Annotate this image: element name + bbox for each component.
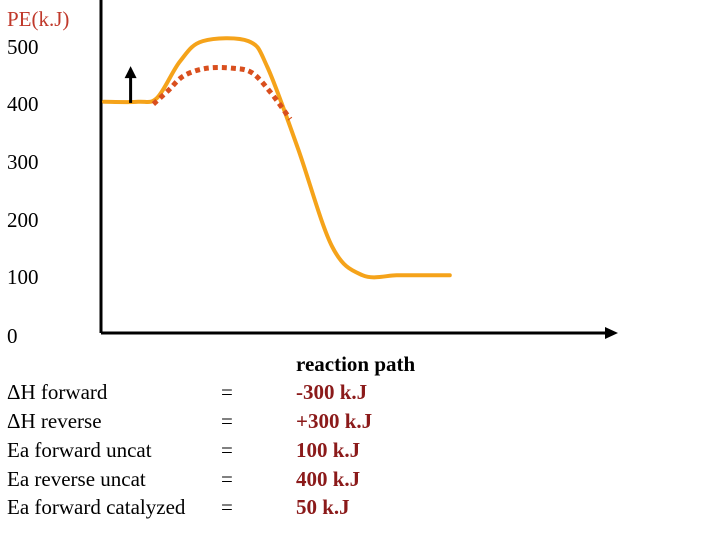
y-tick-100: 100 [7, 265, 39, 289]
y-axis-label: PE(k.J) [7, 7, 70, 31]
y-tick-300: 300 [7, 150, 39, 174]
y-tick-200: 200 [7, 208, 39, 232]
y-tick-400: 400 [7, 92, 39, 116]
ea-forward-catalyzed-equals: = [221, 495, 233, 519]
ea-reverse-uncat-equals: = [221, 467, 233, 491]
ea-forward-catalyzed-label: Ea forward catalyzed [7, 495, 186, 519]
dh-forward-equals: = [221, 380, 233, 404]
x-axis-arrowhead [605, 327, 618, 339]
energy-arrow [124, 66, 137, 103]
dh-reverse-value: +300 k.J [296, 409, 373, 433]
ea-forward-catalyzed-value: 50 k.J [296, 495, 350, 519]
ea-reverse-uncat-label: Ea reverse uncat [7, 467, 146, 491]
ea-forward-uncat-equals: = [221, 438, 233, 462]
y-tick-0: 0 [7, 324, 18, 348]
y-tick-500: 500 [7, 35, 39, 59]
ea-forward-uncat-value: 100 k.J [296, 438, 361, 462]
dh-forward-label: ΔH forward [7, 380, 108, 404]
catalyzed-curve [151, 65, 293, 121]
uncatalyzed-curve [102, 36, 452, 280]
dh-reverse-equals: = [221, 409, 233, 433]
dh-forward-value: -300 k.J [296, 380, 368, 404]
x-axis-label: reaction path [296, 352, 416, 376]
ea-reverse-uncat-value: 400 k.J [296, 467, 361, 491]
ea-forward-uncat-label: Ea forward uncat [7, 438, 152, 462]
dh-reverse-label: ΔH reverse [7, 409, 102, 433]
